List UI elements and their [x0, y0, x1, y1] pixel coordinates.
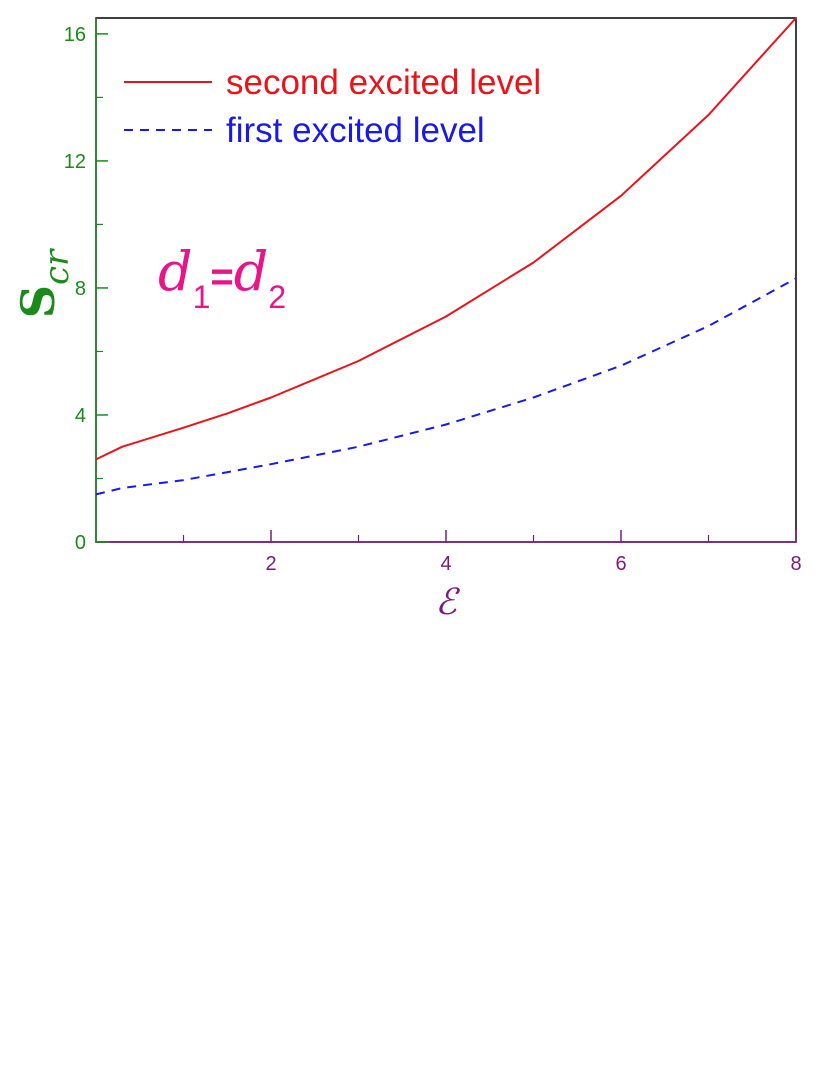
series-line-second-excited-level	[95, 17, 797, 461]
legend: second excited level first excited level	[124, 63, 541, 150]
annotation-equals: =	[210, 255, 233, 299]
series-layer	[95, 17, 797, 496]
y-tick-label: 0	[75, 532, 86, 554]
x-tick-label: 2	[265, 553, 276, 575]
y-axis-title-sub: cr	[37, 248, 77, 285]
x-tick-label: 6	[615, 553, 626, 575]
y-tick-label: 16	[64, 24, 86, 46]
x-tick-label: 8	[790, 553, 801, 575]
annotation-d-left: d	[158, 240, 193, 303]
y-tick-label: 4	[75, 405, 86, 427]
annotation-d1-equals-d2: d1=d2	[158, 240, 286, 315]
x-axis-title: ℰ	[435, 582, 460, 623]
x-tick-label: 4	[440, 553, 451, 575]
y-tick-label: 12	[64, 151, 86, 173]
legend-label: first excited level	[226, 111, 485, 150]
annotation-sub-2: 2	[268, 279, 286, 315]
y-tick-label: 8	[75, 278, 86, 300]
y-axis-title-main: S	[11, 285, 65, 318]
annotation-d-right: d	[234, 240, 269, 303]
annotation-sub-1: 1	[193, 279, 211, 315]
legend-label: second excited level	[226, 63, 541, 102]
y-axis-title: Scr	[11, 248, 77, 318]
series-line-first-excited-level	[95, 277, 797, 496]
